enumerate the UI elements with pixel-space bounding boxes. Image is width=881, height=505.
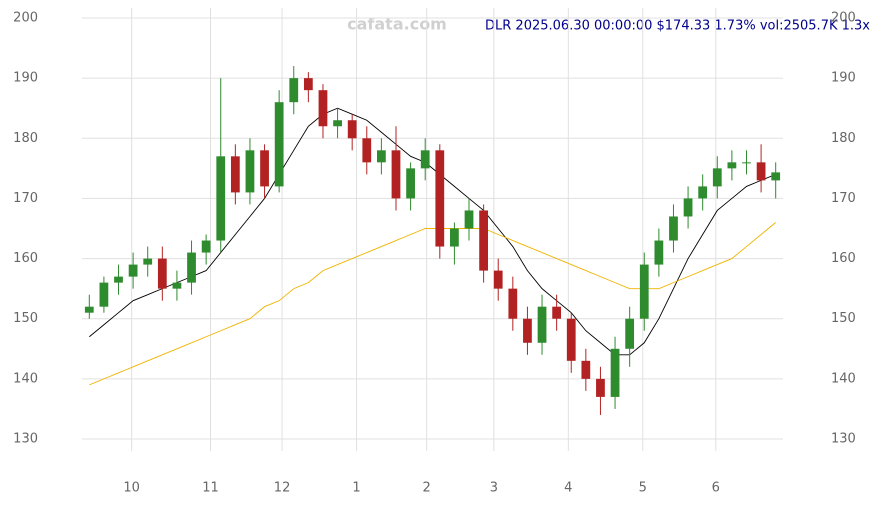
watermark: cafata.com xyxy=(347,15,447,34)
candle-body xyxy=(274,102,284,187)
x-tick-label: 1 xyxy=(352,481,360,496)
candle-body xyxy=(260,150,269,187)
moving-average xyxy=(89,222,776,386)
chart-title: DLR 2025.06.30 00:00:00 $174.33 1.73% vo… xyxy=(485,19,870,34)
candle-body xyxy=(318,90,328,127)
candle-body xyxy=(596,378,605,397)
x-tick-label: 11 xyxy=(202,481,219,496)
candle-body xyxy=(128,264,138,277)
candle-body xyxy=(756,162,766,181)
candle-body xyxy=(289,78,299,103)
x-tick-label: 4 xyxy=(564,481,572,496)
y-tick-label-right: 130 xyxy=(831,432,856,447)
candle-body xyxy=(157,258,167,289)
candle-body xyxy=(114,276,123,283)
y-tick-label: 130 xyxy=(13,432,38,447)
candle-body xyxy=(172,282,182,289)
x-tick-label: 5 xyxy=(639,481,647,496)
candle-body xyxy=(742,162,751,164)
candle-body xyxy=(245,150,255,193)
candle-body xyxy=(523,318,532,343)
y-tick-label-right: 160 xyxy=(831,251,856,266)
candle-body xyxy=(479,210,488,271)
candle-body xyxy=(333,120,342,127)
candle-body xyxy=(435,150,445,247)
candle-body xyxy=(610,348,620,397)
candle-body xyxy=(639,264,649,319)
candle-body xyxy=(493,270,503,289)
candle-body xyxy=(216,156,226,241)
candle-body xyxy=(377,150,386,163)
x-tick-label: 3 xyxy=(490,481,498,496)
candle-body xyxy=(683,198,693,217)
candle-body xyxy=(99,282,109,307)
candle-body xyxy=(450,228,459,247)
candle-body xyxy=(698,186,708,199)
candle-body xyxy=(712,168,722,187)
candle-body xyxy=(201,240,211,253)
candle-body xyxy=(230,156,240,193)
candle-body xyxy=(566,318,576,361)
candle-body xyxy=(727,162,737,169)
y-tick-label-right: 190 xyxy=(831,71,856,86)
y-tick-label: 190 xyxy=(13,71,38,86)
y-tick-label: 170 xyxy=(13,191,38,206)
candle-body xyxy=(625,318,635,349)
candle-body xyxy=(362,138,372,163)
y-tick-label: 150 xyxy=(13,311,38,326)
candle-body xyxy=(508,288,518,319)
candle-body xyxy=(537,306,547,343)
candle-body xyxy=(391,150,401,199)
y-tick-label: 180 xyxy=(13,131,38,146)
candle-body xyxy=(552,306,562,319)
candle-body xyxy=(669,216,678,241)
moving-average xyxy=(89,107,776,356)
candle-body xyxy=(187,252,196,283)
candle-body xyxy=(771,172,781,181)
candle-body xyxy=(406,168,415,199)
candle-body xyxy=(347,120,357,139)
x-tick-label: 10 xyxy=(123,481,140,496)
y-tick-label: 140 xyxy=(13,371,38,386)
y-tick-label-right: 170 xyxy=(831,191,856,206)
candle-body xyxy=(303,78,313,91)
y-tick-label-right: 140 xyxy=(831,371,856,386)
y-tick-label-right: 150 xyxy=(831,311,856,326)
x-tick-label: 6 xyxy=(712,481,720,496)
candle-body xyxy=(464,210,474,229)
x-tick-label: 12 xyxy=(274,481,291,496)
y-tick-label-right: 200 xyxy=(831,11,856,26)
candle-body xyxy=(654,240,664,265)
candle-body xyxy=(581,360,591,379)
y-tick-label-right: 180 xyxy=(831,131,856,146)
candle-body xyxy=(420,150,430,169)
candle-body xyxy=(143,258,153,265)
x-tick-label: 2 xyxy=(423,481,431,496)
y-tick-label: 200 xyxy=(13,11,38,26)
candle-body xyxy=(84,306,94,313)
y-tick-label: 160 xyxy=(13,251,38,266)
